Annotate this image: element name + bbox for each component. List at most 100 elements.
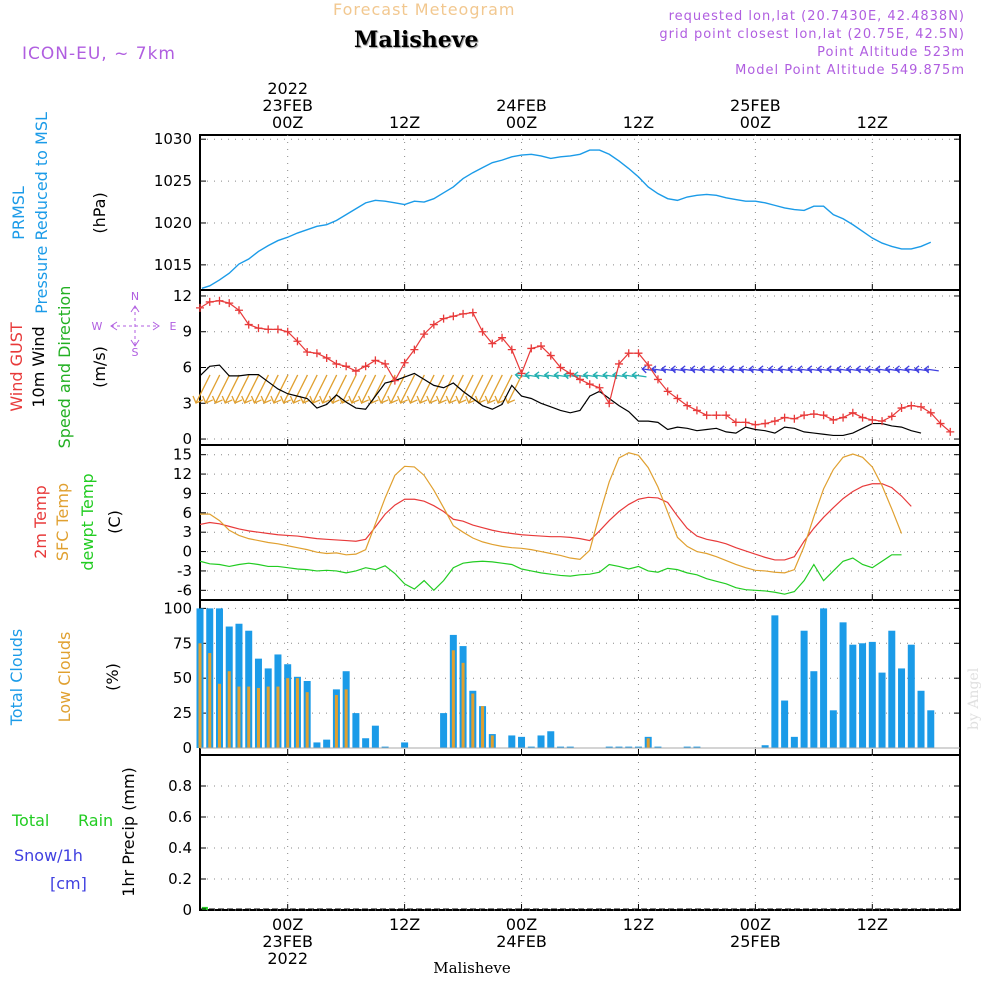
wind-direction-arrowhead xyxy=(202,395,213,404)
top-time-label: 23FEB xyxy=(262,96,313,115)
wind-gust-marker xyxy=(731,418,740,427)
wind-direction-arrow xyxy=(458,374,474,404)
low-cloud-bar xyxy=(305,692,309,749)
wind-gust-line xyxy=(199,300,951,433)
grid-point-coords: grid point closest lon,lat (20.75E, 42.5… xyxy=(659,27,965,42)
wind-gust-marker xyxy=(624,349,633,358)
wind-gust-marker xyxy=(926,408,935,417)
y-tick-label-clouds: 100 xyxy=(163,599,192,617)
location-title: Malisheve xyxy=(354,27,479,53)
wind-direction-arrowhead xyxy=(397,395,408,404)
panel-frame-temperature xyxy=(199,444,961,601)
requested-coords: requested lon,lat (20.7430E, 42.4838N) xyxy=(668,9,965,24)
top-time-label: 2022 xyxy=(267,79,308,98)
low-cloud-bar xyxy=(217,683,221,749)
compass-cross xyxy=(111,306,159,346)
bottom-time-label: 25FEB xyxy=(730,932,781,951)
total-cloud-bar xyxy=(878,672,886,749)
total-cloud-bar xyxy=(859,643,867,749)
compass-arrowheads xyxy=(110,305,160,347)
wind-gust-marker xyxy=(585,380,594,389)
wind-direction-arrowhead xyxy=(748,365,754,374)
wind-direction-arrowhead xyxy=(377,395,389,404)
wind-direction-arrow xyxy=(244,374,260,404)
wind-gust-marker xyxy=(400,358,409,367)
precip-unit: 1hr Precip (mm) xyxy=(119,767,138,897)
low-cloud-bar xyxy=(451,650,455,749)
total-cloud-bar xyxy=(868,641,876,749)
wind-gust-marker xyxy=(361,362,370,371)
wind-gust-marker xyxy=(692,406,701,415)
low-cloud-bar xyxy=(198,643,202,749)
low-clouds-label: Low Clouds xyxy=(55,632,74,723)
bottom-time-label: 00Z xyxy=(740,915,771,934)
wind-direction-arrow xyxy=(341,374,357,404)
y-tick-label-pressure: 1025 xyxy=(154,172,192,190)
wind-direction-arrowhead xyxy=(758,365,764,374)
total-cloud-bar xyxy=(605,746,613,749)
y-tick-label-wind: 9 xyxy=(182,323,192,341)
wind-gust-marker xyxy=(897,404,906,413)
dewpoint-line xyxy=(199,554,902,595)
wind-gust-marker xyxy=(907,401,916,410)
panel-frame-precip xyxy=(199,754,961,911)
low-cloud-bar xyxy=(295,678,299,749)
wind-direction-arrowhead xyxy=(738,365,745,374)
wind-direction-arrowhead xyxy=(484,395,496,404)
wind-direction-arrowhead xyxy=(631,371,637,380)
wind-gust-marker xyxy=(264,325,273,334)
wind-gust-marker xyxy=(829,415,838,424)
low-cloud-bar xyxy=(334,694,338,749)
wind-direction-arrowhead xyxy=(836,365,842,374)
bottom-time-label: 23FEB xyxy=(262,932,313,951)
wind-gust-marker xyxy=(673,394,682,403)
wind-direction-arrow xyxy=(292,374,309,404)
wind-gust-marker xyxy=(342,362,351,371)
bottom-time-label: 24FEB xyxy=(496,932,547,951)
wind-gust-marker xyxy=(439,314,448,323)
wind-gust-marker xyxy=(507,345,516,354)
wind-direction-arrowhead xyxy=(719,365,725,374)
wind-gust-marker xyxy=(770,417,779,426)
model-altitude: Model Point Altitude 549.875m xyxy=(735,63,965,78)
wind-direction-arrowhead xyxy=(826,365,832,374)
total-cloud-bar xyxy=(215,608,223,749)
top-time-label: 25FEB xyxy=(730,96,781,115)
wind-direction-arrowhead xyxy=(923,365,930,374)
wind-gust-marker xyxy=(702,411,711,420)
wind-direction-arrow xyxy=(497,374,513,404)
total-cloud-bar xyxy=(849,644,857,749)
chart-subtitle: Forecast Meteogram xyxy=(333,0,516,19)
wind-direction-arrow xyxy=(361,374,377,404)
total-cloud-bar xyxy=(352,713,360,749)
top-time-label: 00Z xyxy=(506,113,537,132)
wind-gust-marker xyxy=(634,349,643,358)
wind-gust-marker xyxy=(234,306,243,315)
y-tick-label-temperature: -6 xyxy=(177,581,192,599)
total-cloud-bar xyxy=(235,623,243,749)
wind-gust-marker xyxy=(887,412,896,421)
y-tick-label-clouds: 50 xyxy=(173,669,192,687)
y-tick-label-pressure: 1030 xyxy=(154,130,192,148)
bottom-time-label: 00Z xyxy=(272,915,303,934)
y-tick-label-clouds: 0 xyxy=(182,739,192,757)
bottom-time-label: 12Z xyxy=(857,915,888,934)
wind-direction-arrowhead xyxy=(280,395,291,404)
y-tick-label-temperature: 15 xyxy=(173,446,192,464)
wind-direction-arrowhead xyxy=(709,365,715,374)
pressure-label: PRMSL xyxy=(9,186,28,240)
wind-direction-arrow xyxy=(205,374,221,404)
wind-direction-arrow xyxy=(331,374,347,404)
total-cloud-bar xyxy=(323,739,331,749)
total-cloud-bar xyxy=(771,615,779,749)
wind-gust-marker xyxy=(322,353,331,362)
temp-unit: (C) xyxy=(105,510,124,534)
wind-direction-arrow xyxy=(924,368,939,372)
compass-west: W xyxy=(92,320,103,333)
wind-gust-marker xyxy=(741,418,750,427)
total-cloud-bar xyxy=(829,710,837,749)
wind-speed-label: 10m Wind xyxy=(29,326,48,407)
wind-direction-arrowhead xyxy=(894,365,900,374)
total-cloud-bar xyxy=(518,736,526,749)
wind-direction-arrowhead xyxy=(621,371,628,380)
